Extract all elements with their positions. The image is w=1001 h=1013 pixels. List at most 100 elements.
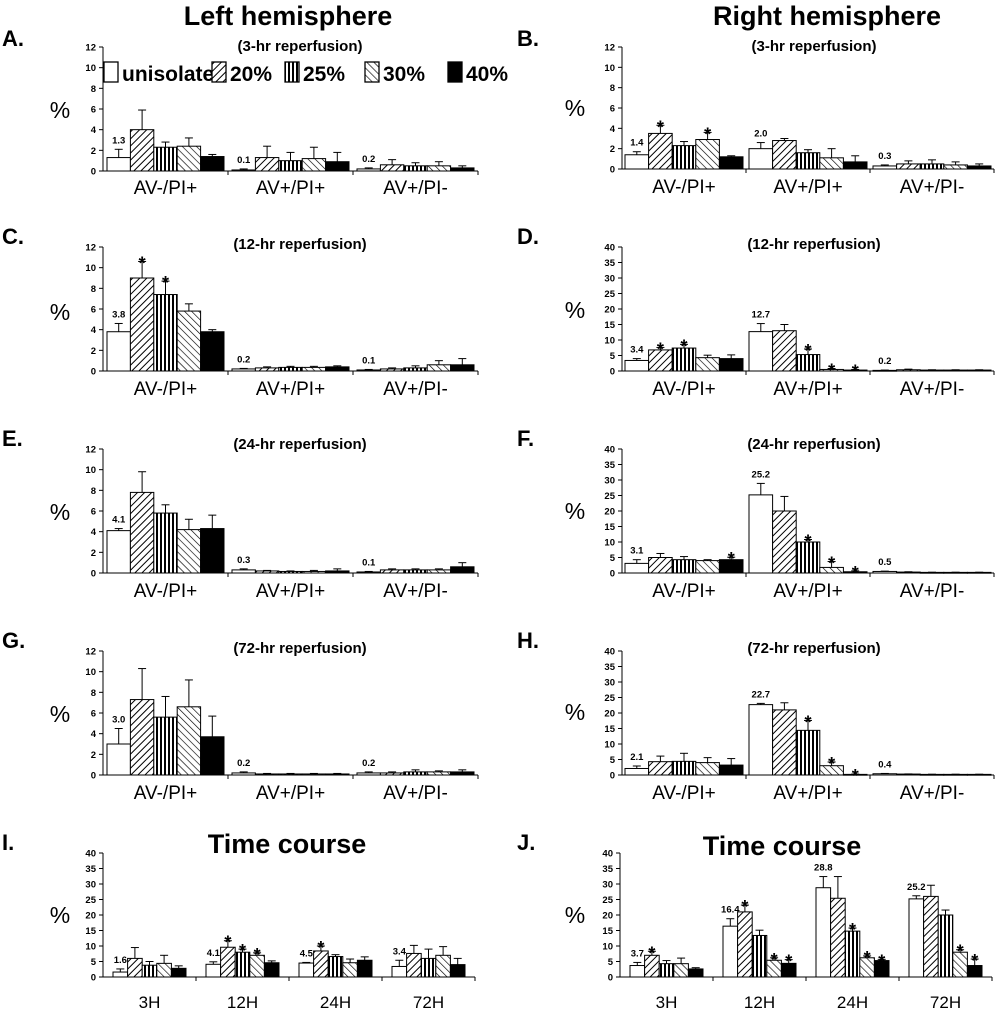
category-label: AV+/PI- [900, 581, 965, 602]
category-label: AV-/PI+ [652, 177, 716, 198]
bar [772, 140, 797, 170]
y-tick-label: 30 [604, 274, 615, 285]
legend-swatch [211, 61, 227, 83]
bar [624, 767, 650, 776]
data-label: 0.2 [362, 758, 375, 769]
category-label: AV+/PI+ [256, 379, 325, 400]
bar [356, 571, 381, 574]
data-label: 4.5 [300, 948, 314, 959]
significance-star: * [648, 943, 655, 963]
bar [379, 569, 405, 574]
data-label: 3.8 [112, 309, 125, 320]
bar [153, 716, 178, 776]
bar [231, 169, 256, 172]
panel-i: I. Time course% 0 5 10 15 20 25 30 35 40 3H 1.6 12H 4.… [2, 829, 476, 1012]
bar [278, 773, 303, 776]
data-label: 1.3 [112, 135, 125, 146]
bar [327, 956, 344, 978]
data-label: 0.2 [237, 354, 250, 365]
panel-title: (12-hr reperfusion) [233, 236, 366, 253]
legend-swatch [103, 61, 119, 83]
significance-star: * [317, 938, 324, 958]
y-tick-label: 0 [610, 165, 615, 176]
legend-entry: 20% [230, 63, 272, 86]
category-label: AV+/PI- [900, 177, 965, 198]
bar [671, 145, 697, 170]
bar [687, 968, 704, 978]
y-tick-label: 35 [604, 460, 615, 471]
significance-star: * [849, 920, 856, 940]
bar [263, 962, 280, 978]
category-label: 3H [656, 993, 678, 1012]
bar [356, 168, 381, 172]
bar [624, 359, 650, 372]
legend-entry: 25% [303, 63, 345, 86]
y-tick-label: 30 [604, 678, 615, 689]
bar [718, 156, 744, 170]
y-tick-label: 6 [91, 507, 96, 518]
data-label: 25.2 [752, 469, 771, 480]
y-tick-label: 8 [91, 284, 96, 295]
bar [426, 771, 452, 776]
bar [325, 570, 350, 574]
y-axis-label: % [565, 699, 585, 725]
bar [673, 963, 689, 978]
legend-entry: 40% [466, 63, 508, 86]
legend-swatch [364, 61, 380, 83]
significance-star: * [680, 336, 687, 356]
y-tick-label: 6 [91, 709, 96, 720]
y-tick-label: 35 [604, 258, 615, 269]
significance-star: * [864, 948, 871, 968]
bar [435, 954, 451, 978]
y-tick-label: 10 [85, 465, 96, 476]
bar [379, 368, 405, 372]
y-tick-label: 25 [604, 491, 615, 502]
y-tick-label: 25 [604, 693, 615, 704]
y-tick-label: 5 [608, 957, 614, 968]
category-label: AV+/PI+ [256, 178, 325, 199]
bar [772, 709, 797, 776]
bar [772, 510, 797, 574]
y-tick-label: 15 [604, 522, 615, 533]
category-label: AV-/PI+ [134, 581, 198, 602]
y-tick-label: 0 [91, 771, 96, 782]
bar [278, 366, 303, 372]
bar [648, 132, 673, 170]
y-tick-label: 35 [602, 864, 613, 875]
bar [919, 163, 945, 170]
panel-letter: F. [517, 426, 534, 451]
bar [403, 569, 428, 574]
bar [872, 570, 898, 574]
y-tick-label: 10 [604, 63, 615, 74]
bar [426, 364, 452, 372]
bar [153, 512, 178, 574]
panel-title: Time course [703, 831, 862, 861]
bar [379, 772, 405, 776]
panel-letter: H. [517, 628, 539, 653]
data-label: 0.3 [237, 555, 250, 566]
panel-title: (3-hr reperfusion) [237, 38, 362, 55]
panel-letter: E. [2, 426, 23, 451]
bar [356, 772, 381, 776]
y-tick-label: 40 [604, 243, 615, 254]
significance-star: * [657, 117, 664, 137]
bar [129, 491, 155, 574]
panel-e: E. (24-hr reperfusion)% 0 2 4 6 8 10 12 AV-/PI+ 4.… [2, 426, 479, 602]
bar [205, 963, 222, 978]
bar [748, 704, 774, 776]
bar [231, 368, 256, 372]
bar [301, 366, 327, 372]
legend-swatch [447, 61, 463, 83]
category-label: AV+/PI+ [256, 581, 325, 602]
y-tick-label: 35 [604, 662, 615, 673]
category-label: AV+/PI- [383, 379, 448, 400]
y-tick-label: 12 [85, 43, 96, 54]
y-tick-label: 2 [91, 548, 96, 559]
y-tick-label: 25 [85, 895, 96, 906]
bar [254, 773, 280, 776]
data-label: 12.7 [752, 310, 771, 321]
panel-g: G. (72-hr reperfusion)% 0 2 4 6 8 10 12 AV-/PI+ 3.… [2, 628, 479, 804]
data-label: 0.2 [237, 758, 250, 769]
bar [129, 129, 155, 172]
data-label: 22.7 [752, 689, 771, 700]
